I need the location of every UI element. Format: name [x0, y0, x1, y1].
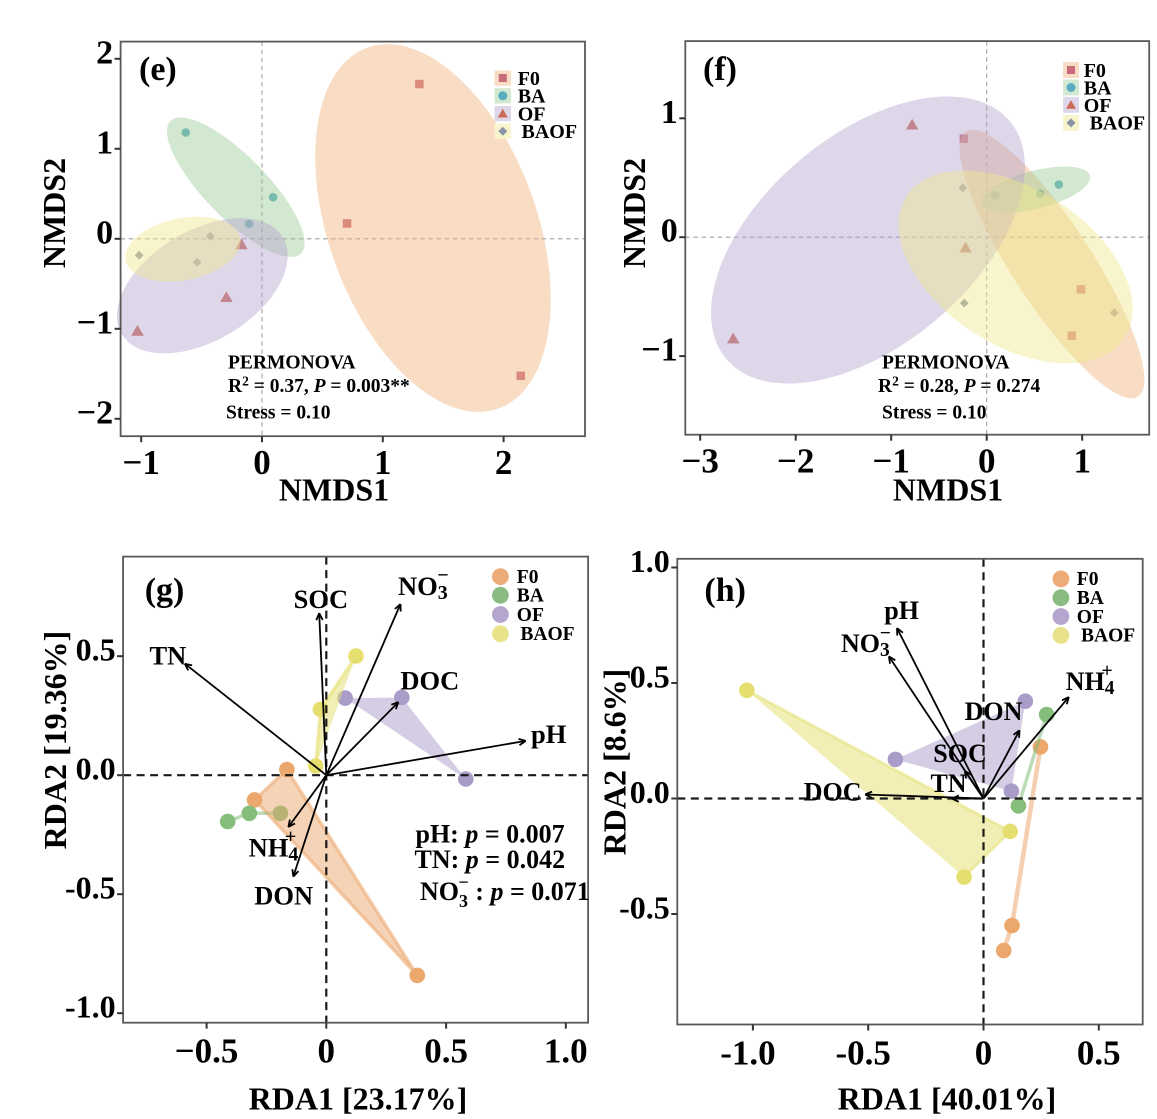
svg-text:Stress = 0.10: Stress = 0.10: [882, 403, 986, 424]
svg-text:NO3− : p = 0.071: NO3− : p = 0.071: [420, 872, 590, 911]
svg-text:DON: DON: [254, 881, 313, 911]
svg-text:F0: F0: [1077, 569, 1099, 590]
svg-text:NMDS2: NMDS2: [616, 158, 652, 268]
svg-text:1: 1: [374, 443, 392, 482]
svg-text:DOC: DOC: [400, 666, 459, 696]
svg-text:NH4+: NH4+: [1066, 661, 1115, 699]
svg-text:DON: DON: [965, 697, 1023, 726]
svg-text:0: 0: [96, 214, 113, 251]
svg-text:-0.5: -0.5: [835, 1034, 890, 1073]
svg-text:0: 0: [661, 213, 678, 250]
svg-text:0: 0: [318, 1032, 336, 1071]
svg-text:BA: BA: [518, 86, 546, 108]
svg-text:NMDS1: NMDS1: [279, 472, 389, 508]
svg-text:(e): (e): [139, 51, 177, 88]
svg-text:-0.5: -0.5: [619, 890, 670, 926]
svg-text:F0: F0: [1084, 60, 1106, 82]
svg-text:BA: BA: [1084, 77, 1112, 99]
svg-text:1: 1: [1073, 442, 1091, 481]
svg-text:0: 0: [978, 442, 996, 481]
svg-text:DOC: DOC: [804, 777, 862, 806]
svg-text:−1: −1: [122, 443, 159, 482]
svg-text:NMDS2: NMDS2: [36, 158, 72, 268]
svg-text:PERMONOVA: PERMONOVA: [228, 353, 355, 374]
svg-text:PERMONOVA: PERMONOVA: [882, 353, 1009, 374]
svg-text:TN: TN: [149, 641, 186, 671]
svg-text:0: 0: [253, 443, 271, 482]
svg-text:SOC: SOC: [933, 739, 986, 768]
svg-text:BAOF: BAOF: [1081, 626, 1135, 647]
svg-text:2: 2: [96, 34, 113, 71]
svg-text:RDA2 [8.6%]: RDA2 [8.6%]: [597, 669, 633, 856]
svg-text:0.0: 0.0: [630, 774, 670, 810]
svg-text:0: 0: [975, 1034, 993, 1073]
svg-text:NO3−: NO3−: [398, 565, 449, 605]
svg-text:Stress = 0.10: Stress = 0.10: [226, 403, 330, 424]
svg-text:BAOF: BAOF: [1090, 113, 1146, 135]
svg-text:−0.5: −0.5: [175, 1032, 239, 1071]
svg-text:RDA2 [19.36%]: RDA2 [19.36%]: [37, 631, 73, 850]
svg-text:0.0: 0.0: [76, 751, 116, 787]
svg-text:(h): (h): [704, 572, 746, 609]
svg-text:OF: OF: [518, 103, 546, 125]
svg-text:R2 = 0.28, P = 0.274: R2 = 0.28, P = 0.274: [878, 374, 1041, 398]
svg-text:−2: −2: [77, 394, 113, 431]
svg-text:−3: −3: [681, 442, 718, 481]
svg-text:-0.5: -0.5: [65, 870, 116, 906]
svg-text:-1.0: -1.0: [720, 1034, 775, 1073]
svg-text:NMDS1: NMDS1: [893, 472, 1003, 508]
svg-text:-1.0: -1.0: [65, 989, 116, 1025]
svg-text:1: 1: [661, 94, 678, 131]
svg-text:−2: −2: [777, 442, 814, 481]
svg-text:TN: TN: [930, 769, 966, 798]
svg-text:BAOF: BAOF: [522, 121, 578, 143]
svg-text:0.5: 0.5: [76, 632, 116, 668]
svg-text:0.5: 0.5: [630, 659, 670, 695]
svg-text:1: 1: [96, 124, 113, 161]
svg-text:F0: F0: [518, 68, 540, 90]
svg-text:1.0: 1.0: [630, 543, 670, 579]
svg-text:SOC: SOC: [294, 584, 349, 614]
svg-text:−1: −1: [641, 332, 677, 369]
svg-text:OF: OF: [1084, 95, 1112, 117]
svg-text:pH: p = 0.007: pH: p = 0.007: [416, 820, 565, 849]
svg-text:−1: −1: [77, 304, 113, 341]
svg-text:F0: F0: [517, 567, 539, 588]
svg-text:TN: p = 0.042: TN: p = 0.042: [415, 845, 566, 874]
svg-text:RDA1 [23.17%]: RDA1 [23.17%]: [249, 1081, 468, 1117]
svg-text:RDA1 [40.01%]: RDA1 [40.01%]: [838, 1081, 1057, 1117]
svg-text:0.5: 0.5: [424, 1032, 468, 1071]
svg-text:OF: OF: [1077, 607, 1104, 628]
svg-text:(f): (f): [703, 51, 737, 88]
svg-text:−1: −1: [872, 442, 909, 481]
svg-text:NO3−: NO3−: [841, 623, 891, 661]
svg-text:BAOF: BAOF: [520, 624, 574, 645]
svg-text:BA: BA: [517, 586, 544, 607]
svg-text:R2 = 0.37, P = 0.003**: R2 = 0.37, P = 0.003**: [228, 374, 410, 398]
svg-text:NH4+: NH4+: [249, 826, 299, 866]
svg-text:1.0: 1.0: [544, 1032, 588, 1071]
svg-text:0.5: 0.5: [1077, 1034, 1121, 1073]
svg-text:BA: BA: [1077, 588, 1104, 609]
svg-text:pH: pH: [884, 596, 919, 625]
svg-text:(g): (g): [145, 572, 185, 609]
svg-text:pH: pH: [531, 719, 567, 749]
svg-text:OF: OF: [517, 605, 544, 626]
svg-text:2: 2: [495, 443, 513, 482]
